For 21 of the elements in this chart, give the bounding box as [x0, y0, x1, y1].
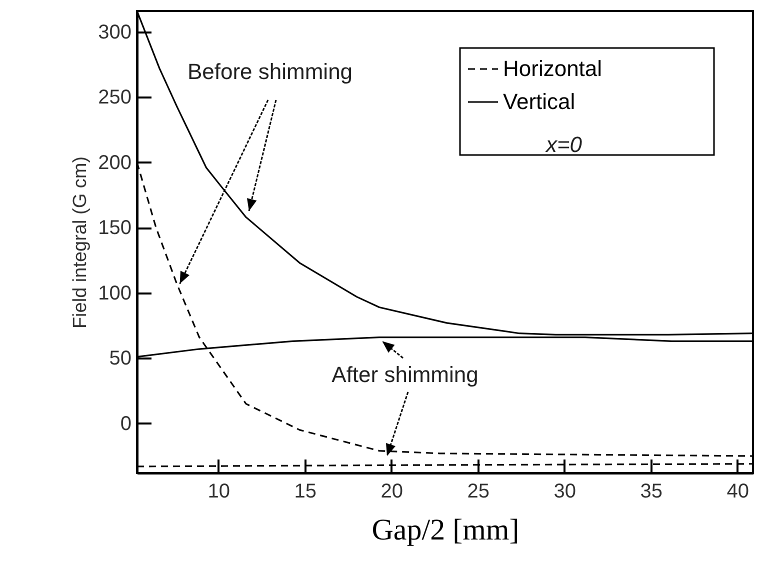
x-tick-label: 15: [294, 480, 316, 502]
y-axis-title: Field integral (G cm): [70, 156, 92, 329]
y-tick-label: 100: [98, 282, 132, 304]
x-tick-label: 10: [208, 480, 230, 502]
x-tick-label: 30: [554, 480, 576, 502]
y-tick-label: 250: [98, 86, 132, 109]
y-tick-label: 0: [120, 412, 132, 435]
y-tick-label: 50: [109, 348, 132, 370]
legend-label: Horizontal: [503, 56, 602, 81]
x-tick-label: 40: [726, 480, 750, 502]
y-tick-label: 200: [98, 152, 132, 174]
legend-label: Vertical: [503, 89, 576, 114]
annotation: Before shimming: [187, 59, 353, 84]
x-tick-label: 20: [380, 480, 403, 502]
x-tick-label: 25: [467, 480, 490, 502]
x-axis-title: Gap/2 [mm]: [372, 514, 520, 546]
y-tick-label: 300: [98, 21, 132, 44]
x-tick-label: 35: [640, 480, 663, 502]
annotation: After shimming: [332, 362, 478, 387]
y-tick-label: 150: [98, 217, 132, 240]
annotation: x=0: [544, 132, 583, 157]
